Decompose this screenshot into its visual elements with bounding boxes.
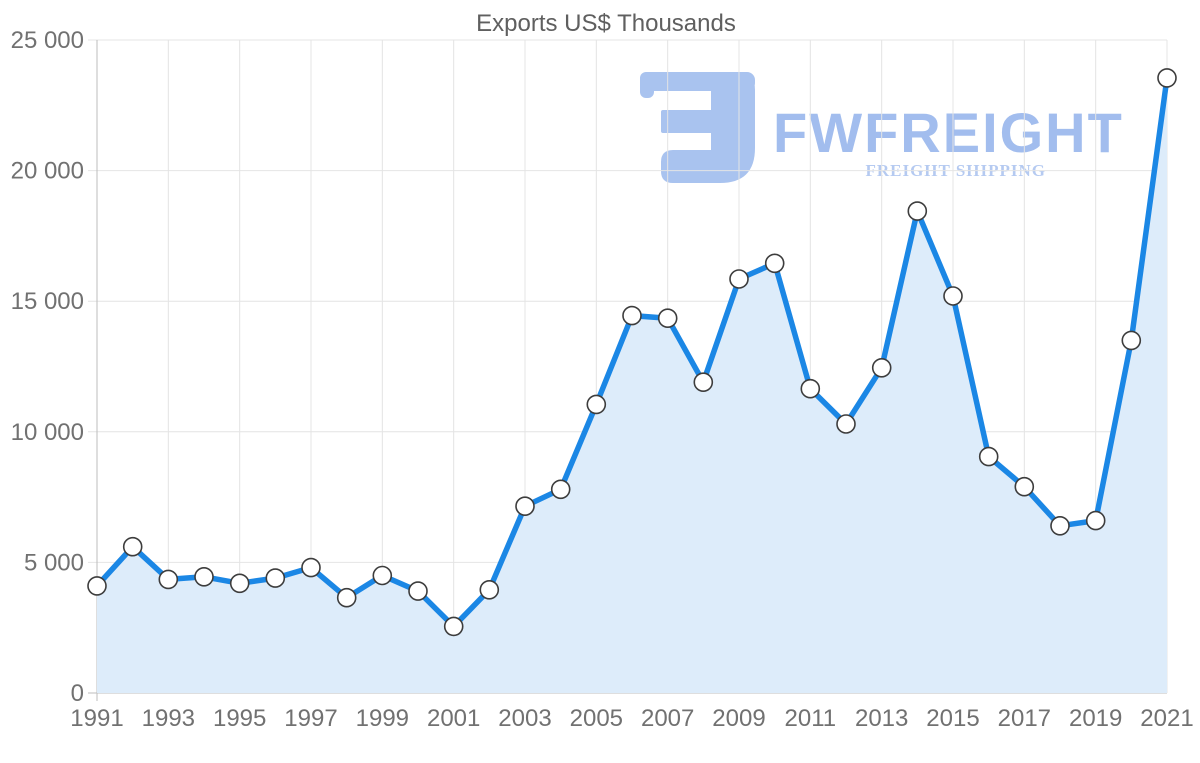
x-axis-tick-label: 1997 (284, 705, 337, 732)
watermark-brand-text: FWFREIGHT (773, 101, 1124, 164)
data-point-2004 (550, 479, 571, 500)
data-point-1997 (301, 557, 321, 578)
x-axis-tick-label: 2001 (427, 705, 480, 732)
chart-title: Exports US$ Thousands (476, 10, 736, 37)
y-axis-tick-label: 15 000 (11, 288, 84, 315)
y-axis-tick-label: 25 000 (11, 27, 84, 54)
fwfreight-logo-icon (640, 72, 755, 183)
data-point-2010 (764, 253, 785, 274)
x-axis-tick-label: 1993 (142, 705, 195, 732)
data-point-1992 (122, 536, 143, 557)
data-point-1991 (87, 576, 107, 596)
data-point-2016 (978, 446, 999, 467)
y-axis-tick-label: 10 000 (11, 419, 84, 446)
data-point-2002 (479, 579, 500, 600)
data-point-2019 (1085, 510, 1106, 531)
data-point-2001 (443, 616, 464, 637)
x-axis-tick-label: 2003 (498, 705, 551, 732)
data-point-2015 (943, 286, 963, 306)
data-point-1993 (158, 569, 179, 590)
axis-labels: 0 5 000 10 000 15 000 20 000 25 000 1991 1993 19… (11, 27, 1194, 732)
data-point-1996 (265, 568, 286, 588)
x-axis-tick-label: 2005 (570, 705, 623, 732)
data-point-2003 (515, 496, 535, 517)
data-point-1995 (229, 573, 250, 594)
x-axis-tick-label: 2021 (1140, 705, 1193, 732)
data-point-2000 (408, 581, 428, 601)
x-axis-tick-label: 2017 (998, 705, 1051, 732)
data-point-2013 (871, 357, 892, 378)
data-point-1999 (372, 565, 393, 586)
x-axis-tick-label: 2019 (1069, 705, 1122, 732)
x-axis-tick-label: 2013 (855, 705, 908, 732)
data-point-2007 (657, 308, 678, 329)
data-point-2018 (1050, 515, 1070, 536)
y-axis-tick-label: 0 (71, 680, 84, 707)
data-point-2020 (1121, 330, 1142, 351)
data-point-2011 (800, 378, 821, 399)
x-axis-tick-label: 1999 (356, 705, 409, 732)
x-axis-tick-label: 2011 (785, 705, 837, 732)
data-point-1994 (194, 566, 214, 587)
data-point-2009 (729, 269, 749, 289)
data-point-2017 (1014, 476, 1035, 497)
y-axis-tick-label: 5 000 (24, 549, 84, 576)
data-point-2021 (1157, 68, 1177, 88)
x-axis-tick-label: 1995 (213, 705, 266, 732)
watermark: FWFREIGHT FREIGHT SHIPPING (640, 72, 1124, 183)
data-point-2014 (907, 201, 928, 221)
area-fill (97, 77, 1167, 693)
x-axis-tick-label: 2015 (926, 705, 979, 732)
data-point-1998 (336, 587, 357, 608)
data-point-2008 (693, 372, 714, 393)
y-axis-tick-label: 20 000 (11, 158, 84, 185)
data-point-2012 (836, 414, 856, 434)
data-series (87, 68, 1177, 693)
data-point-2006 (622, 305, 642, 326)
data-point-2005 (586, 394, 607, 415)
x-axis-tick-label: 2009 (712, 705, 765, 732)
x-axis-tick-label: 1991 (70, 705, 123, 732)
x-axis-tick-label: 2007 (641, 705, 694, 732)
